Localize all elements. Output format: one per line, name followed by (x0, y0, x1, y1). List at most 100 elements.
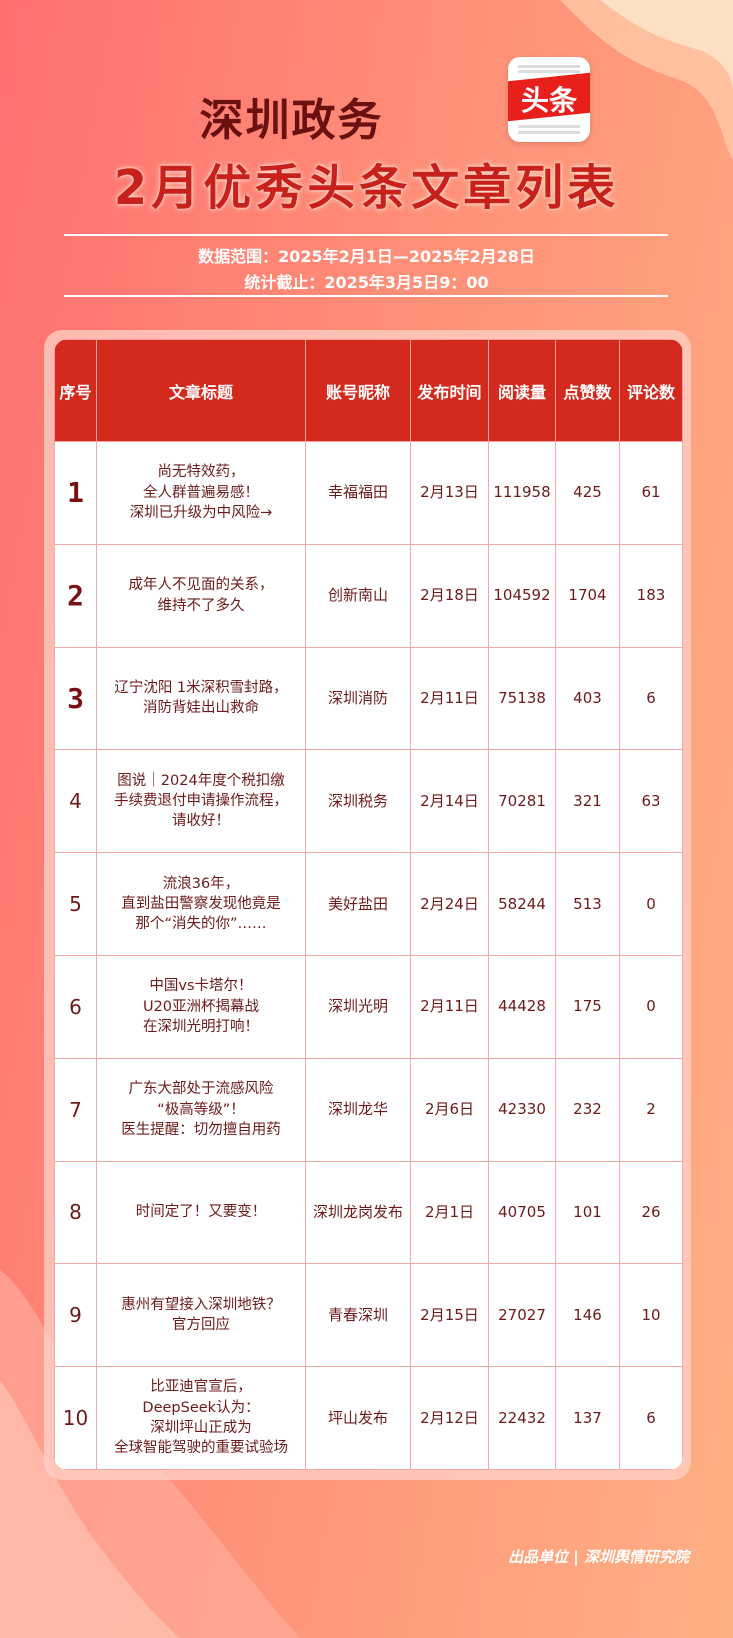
title-line: 图说｜2024年度个税扣缴 (117, 772, 285, 789)
cell-account: 深圳光明 (305, 954, 411, 1059)
title-line: U20亚洲杯揭幕战 (142, 998, 260, 1015)
title-line1: 深圳政务 (199, 95, 384, 146)
title-line: 手续费退付申请操作流程， (114, 793, 288, 810)
table-row: 2 成年人不见面的关系， 维持不了多久 创新南山 2月18日 104592 1704 183 (54, 543, 683, 648)
title-line: 深圳坪山正成为 (150, 1420, 252, 1437)
title-line: 在深圳光明打响！ (143, 1019, 259, 1036)
cell-rank: 3 (54, 646, 97, 751)
cell-likes: 403 (555, 646, 620, 751)
cell-account: 美好盐田 (305, 852, 411, 956)
table-row: 5 流浪36年， 直到盐田警察发现他竟是 那个“消失的你”…… 美好盐田 2月24日 582… (54, 852, 683, 956)
table-header: 序号 文章标题 账号昵称 发布时间 阅读量 点赞数 评论数 (54, 339, 683, 442)
cell-likes: 175 (555, 954, 620, 1059)
title-line: 成年人不见面的关系， (128, 577, 274, 594)
cell-account: 深圳龙华 (305, 1057, 411, 1162)
cell-reads: 70281 (488, 749, 556, 854)
cell-title: 成年人不见面的关系， 维持不了多久 (96, 543, 306, 648)
cell-rank: 8 (54, 1160, 97, 1265)
cell-account: 创新南山 (305, 543, 411, 648)
title-line: 请收好！ (172, 813, 230, 830)
column-header: 账号昵称 (305, 339, 411, 442)
cell-comments: 26 (619, 1160, 683, 1265)
cell-rank: 2 (54, 543, 97, 648)
title-line: 深圳已升级为中风险→ (129, 505, 273, 522)
cell-rank: 7 (54, 1057, 97, 1162)
cell-comments: 6 (619, 646, 683, 751)
cell-title: 尚无特效药， 全人群普遍易感！ 深圳已升级为中风险→ (96, 441, 306, 545)
article-table: 序号 文章标题 账号昵称 发布时间 阅读量 点赞数 评论数 1 尚无特效药， 全人群普遍易感！ 深… (54, 339, 683, 1470)
table-row: 7 广东大部处于流感风险 “极高等级”！ 医生提醒：切勿擅自用药 深圳龙华 2月6日 423… (54, 1057, 683, 1162)
cell-comments: 61 (619, 441, 683, 545)
cell-likes: 513 (555, 852, 620, 956)
cell-account: 青春深圳 (305, 1263, 411, 1368)
cell-title: 辽宁沈阳 1米深积雪封路， 消防背娃出山救命 (96, 646, 306, 751)
title-line: “极高等级”！ (157, 1101, 245, 1118)
cell-title: 广东大部处于流感风险 “极高等级”！ 医生提醒：切勿擅自用药 (96, 1057, 306, 1162)
cell-likes: 321 (555, 749, 620, 854)
cell-rank: 6 (54, 954, 97, 1059)
cell-likes: 137 (555, 1366, 620, 1470)
column-header: 文章标题 (96, 339, 306, 442)
cell-likes: 425 (555, 441, 620, 545)
title-line: 全人群普遍易感！ (143, 484, 259, 501)
cell-comments: 183 (619, 543, 683, 648)
column-header: 阅读量 (488, 339, 556, 442)
column-header: 序号 (54, 339, 97, 442)
divider (64, 295, 668, 297)
cell-rank: 10 (54, 1366, 97, 1470)
cell-reads: 27027 (488, 1263, 556, 1368)
table-row: 9 惠州有望接入深圳地铁？ 官方回应 青春深圳 2月15日 27027 146 10 (54, 1263, 683, 1368)
cell-rank: 5 (54, 852, 97, 956)
cell-title: 流浪36年， 直到盐田警察发现他竟是 那个“消失的你”…… (96, 852, 306, 956)
title-line: 全球智能驾驶的重要试验场 (114, 1440, 288, 1457)
cell-title: 图说｜2024年度个税扣缴 手续费退付申请操作流程， 请收好！ (96, 749, 306, 854)
title-line: 那个“消失的你”…… (135, 916, 267, 933)
cell-account: 深圳税务 (305, 749, 411, 854)
cell-reads: 111958 (488, 441, 556, 545)
title-line: 中国vs卡塔尔！ (149, 978, 253, 995)
toutiao-logo: 头条 (508, 57, 590, 142)
cell-reads: 75138 (488, 646, 556, 751)
cell-date: 2月14日 (410, 749, 489, 854)
title-line: 官方回应 (172, 1317, 230, 1334)
title-line: 直到盐田警察发现他竟是 (121, 895, 281, 912)
title-line: DeepSeek认为： (142, 1399, 260, 1416)
cell-date: 2月18日 (410, 543, 489, 648)
cell-reads: 22432 (488, 1366, 556, 1470)
table-row: 8 时间定了！又要变！ 深圳龙岗发布 2月1日 40705 101 26 (54, 1160, 683, 1265)
cell-comments: 2 (619, 1057, 683, 1162)
cell-reads: 104592 (488, 543, 556, 648)
cell-comments: 63 (619, 749, 683, 854)
title-line: 广东大部处于流感风险 (128, 1081, 274, 1098)
cell-rank: 1 (54, 441, 97, 545)
data-range: 数据范围：2025年2月1日—2025年2月28日 (198, 247, 535, 266)
title-line: 维持不了多久 (157, 597, 245, 614)
cell-comments: 6 (619, 1366, 683, 1470)
cell-date: 2月11日 (410, 646, 489, 751)
cell-date: 2月15日 (410, 1263, 489, 1368)
title-line: 医生提醒：切勿擅自用药 (121, 1121, 281, 1138)
title-line: 尚无特效药， (157, 464, 245, 481)
cell-date: 2月6日 (410, 1057, 489, 1162)
title-line: 消防背娃出山救命 (143, 700, 259, 717)
table-row: 4 图说｜2024年度个税扣缴 手续费退付申请操作流程， 请收好！ 深圳税务 2月14日 7… (54, 749, 683, 854)
cell-date: 2月24日 (410, 852, 489, 956)
cell-date: 2月12日 (410, 1366, 489, 1470)
column-header: 点赞数 (555, 339, 620, 442)
cell-likes: 1704 (555, 543, 620, 648)
table-row: 3 辽宁沈阳 1米深积雪封路， 消防背娃出山救命 深圳消防 2月11日 75138 403 6 (54, 646, 683, 751)
cell-rank: 4 (54, 749, 97, 854)
column-header: 发布时间 (410, 339, 489, 442)
cell-title: 中国vs卡塔尔！ U20亚洲杯揭幕战 在深圳光明打响！ (96, 954, 306, 1059)
cell-likes: 101 (555, 1160, 620, 1265)
cell-reads: 42330 (488, 1057, 556, 1162)
cell-account: 幸福福田 (305, 441, 411, 545)
cell-reads: 58244 (488, 852, 556, 956)
column-header: 评论数 (619, 339, 683, 442)
cell-account: 深圳龙岗发布 (305, 1160, 411, 1265)
cell-reads: 40705 (488, 1160, 556, 1265)
logo-text: 头条 (520, 84, 577, 117)
footer-credit: 出品单位 | 深圳舆情研究院 (508, 1548, 689, 1566)
